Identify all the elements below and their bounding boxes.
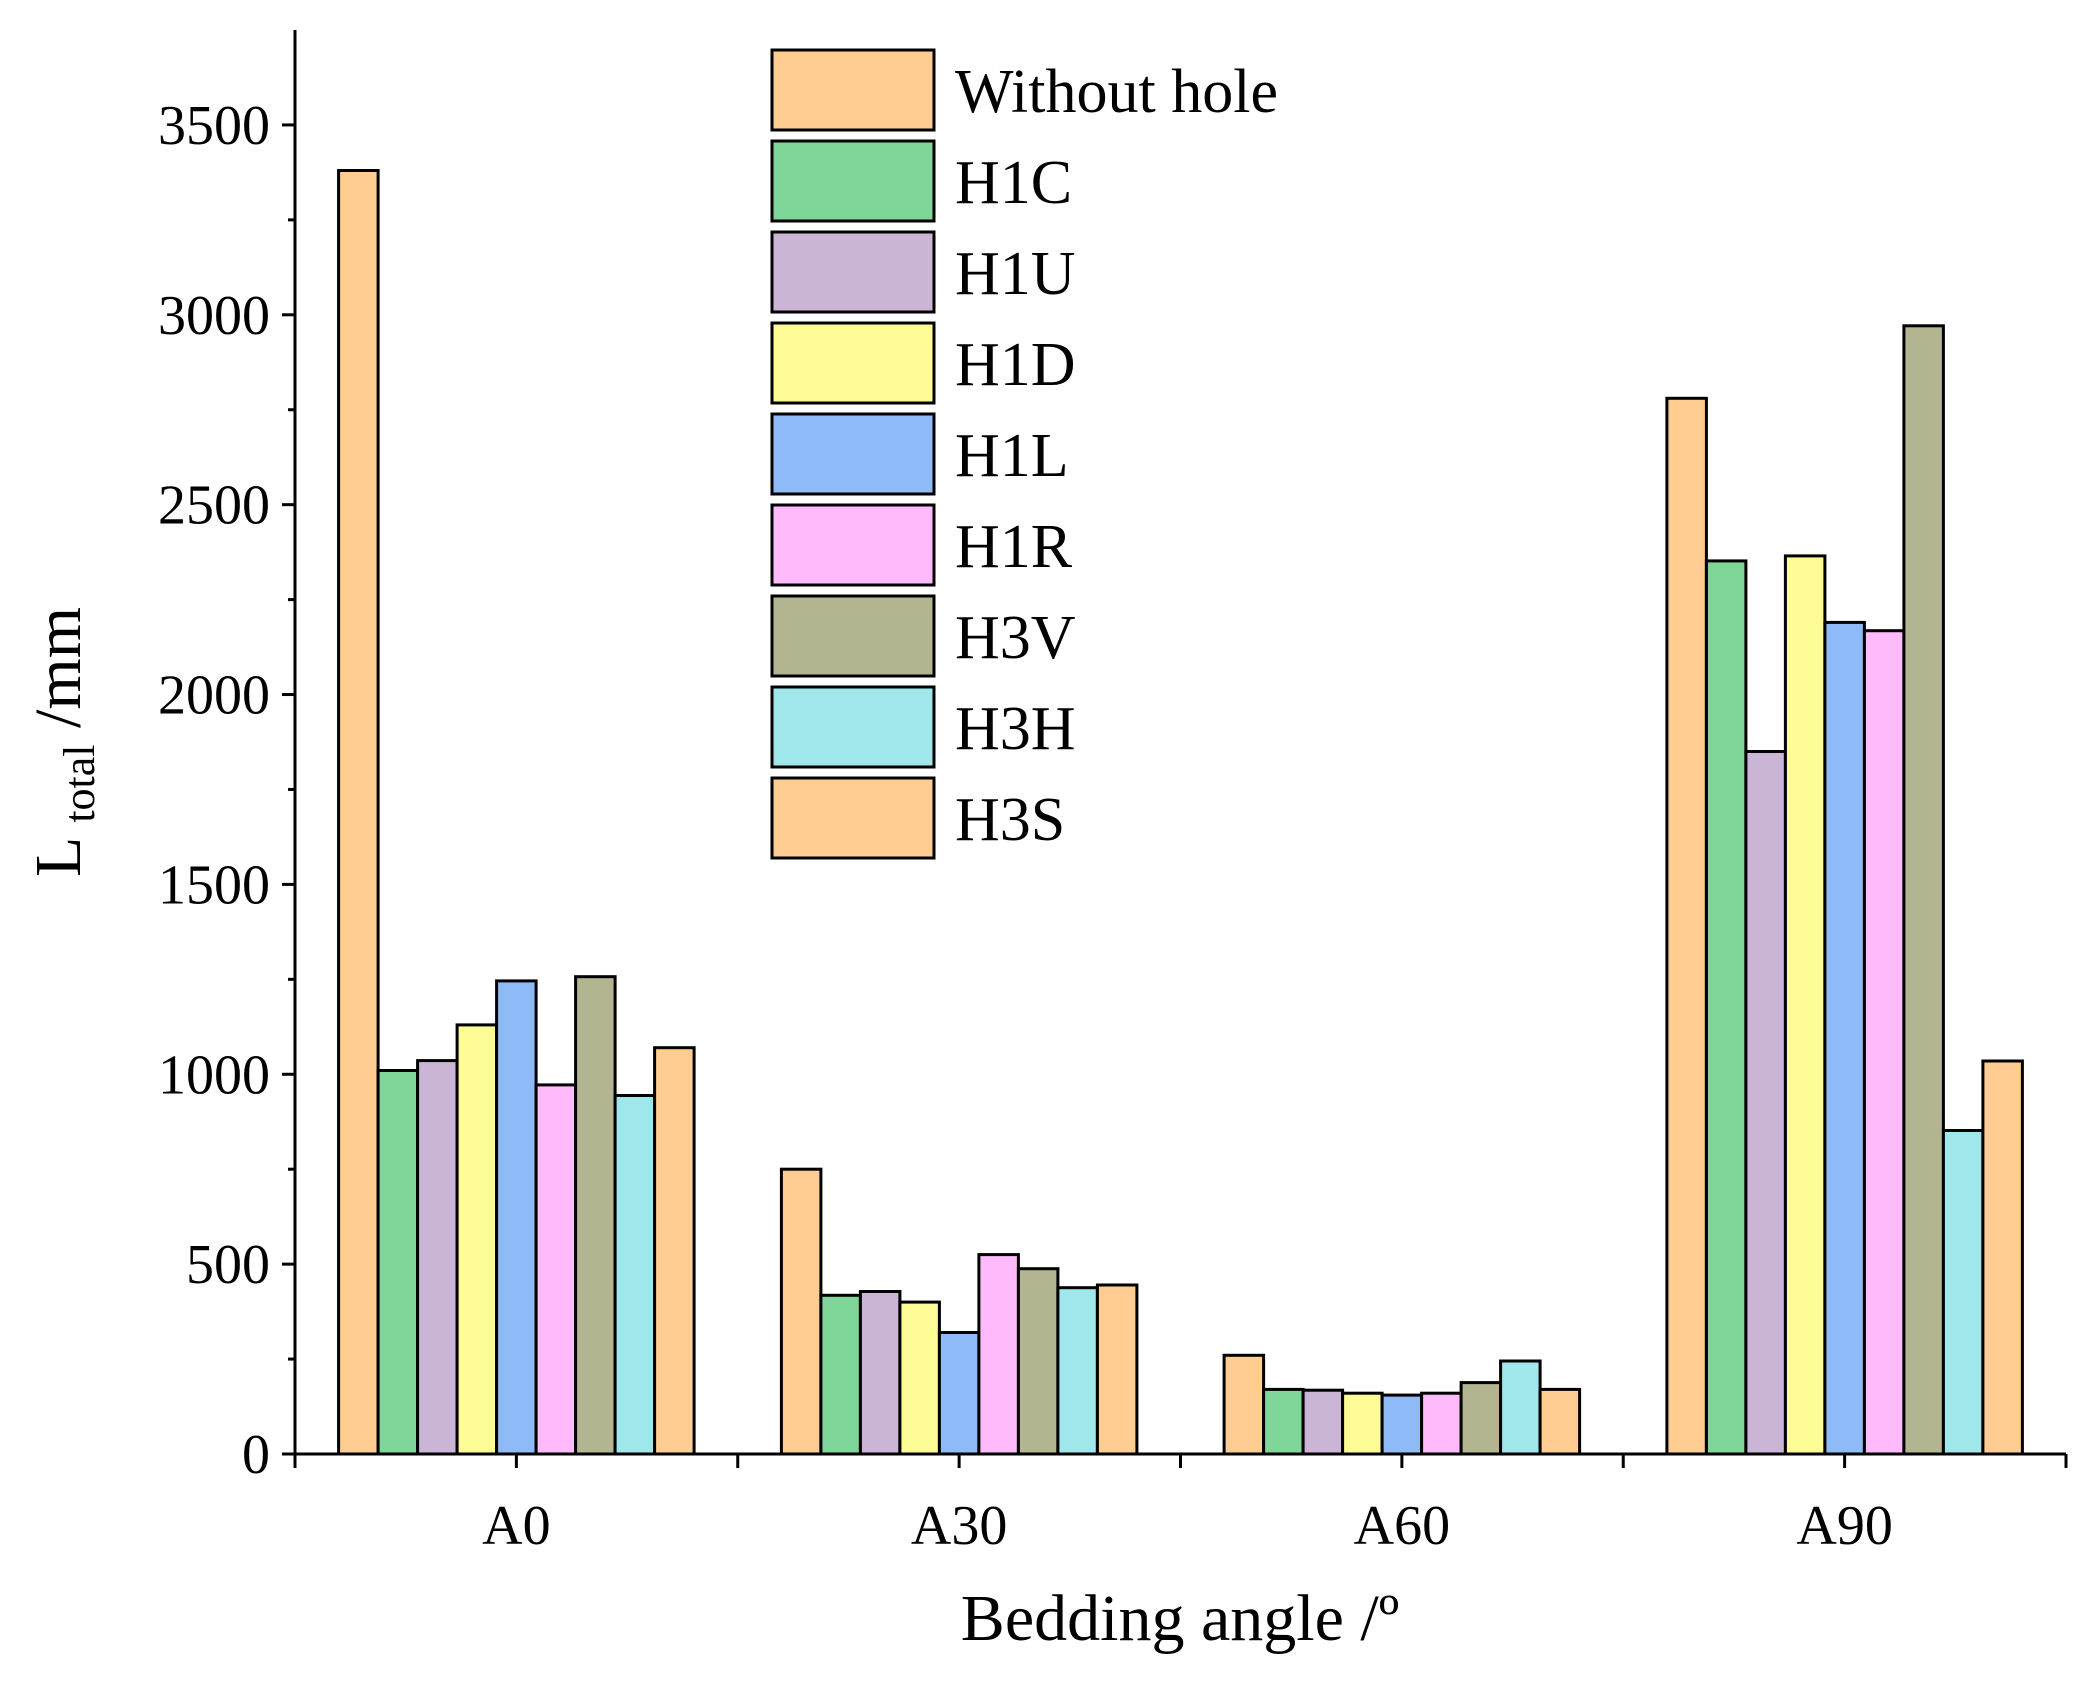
legend-swatch-h3v bbox=[770, 594, 936, 678]
x-tick-label-a60: A60 bbox=[1354, 1495, 1450, 1557]
legend-label-without-hole: Without hole bbox=[955, 58, 1278, 126]
bar-without-hole-a0 bbox=[337, 169, 380, 1456]
bar-h3v-a0 bbox=[574, 975, 617, 1456]
y-tick-label: 1500 bbox=[158, 854, 270, 916]
bar-h1r-a60 bbox=[1420, 1391, 1463, 1456]
legend: Without hole H1C H1U H1D H1L H1R H3V H3H H3S bbox=[770, 48, 1278, 860]
legend-label-h3s: H3S bbox=[955, 786, 1065, 854]
y-axis-title-main: L bbox=[22, 839, 95, 877]
legend-label-h3h: H3H bbox=[955, 695, 1076, 763]
bar-h1d-a0 bbox=[455, 1023, 499, 1456]
legend-swatch-h1d bbox=[770, 321, 936, 405]
bar-h1l-a60 bbox=[1380, 1393, 1424, 1456]
bar-h1c-a90 bbox=[1704, 559, 1748, 1456]
bar-h1r-a90 bbox=[1862, 629, 1906, 1456]
y-axis-title-unit: /mm bbox=[22, 607, 95, 728]
bar-h3s-a90 bbox=[1981, 1059, 2024, 1456]
bar-h1r-a30 bbox=[977, 1253, 1020, 1456]
bar-h1u-a90 bbox=[1744, 750, 1787, 1456]
bar-without-hole-a90 bbox=[1665, 396, 1708, 1456]
legend-label-h1r: H1R bbox=[955, 513, 1073, 581]
bar-h1l-a30 bbox=[937, 1331, 981, 1456]
x-tick-label-a0: A0 bbox=[482, 1495, 550, 1557]
bars-layer bbox=[337, 169, 2024, 1456]
legend-swatch-h3h bbox=[770, 685, 936, 769]
bar-h1d-a30 bbox=[898, 1300, 941, 1456]
bar-h1d-a60 bbox=[1341, 1391, 1384, 1456]
y-axis-title: L total /mm bbox=[22, 607, 109, 877]
bar-h1c-a0 bbox=[376, 1069, 420, 1456]
bar-h1u-a60 bbox=[1301, 1388, 1345, 1456]
bar-without-hole-a60 bbox=[1222, 1353, 1266, 1456]
bar-without-hole-a30 bbox=[779, 1167, 823, 1456]
y-tick-label: 2500 bbox=[158, 475, 270, 537]
bar-h1c-a30 bbox=[819, 1293, 862, 1456]
legend-label-h1u: H1U bbox=[955, 240, 1076, 308]
labels-layer: 0 500 1000 1500 2000 2500 3000 3500 A0 A30 A60 A90 bbox=[158, 95, 1893, 1557]
legend-label-h3v: H3V bbox=[955, 604, 1076, 672]
bar-h1l-a0 bbox=[495, 979, 538, 1456]
legend-label-h1d: H1D bbox=[955, 331, 1076, 399]
legend-swatch-h1u bbox=[770, 230, 936, 314]
bar-h3v-a60 bbox=[1459, 1381, 1503, 1456]
bar-h1u-a30 bbox=[858, 1290, 902, 1456]
bar-h1d-a90 bbox=[1783, 554, 1827, 1456]
bar-h1u-a0 bbox=[416, 1059, 459, 1456]
legend-label-h1c: H1C bbox=[955, 149, 1072, 217]
legend-label-h1l: H1L bbox=[955, 422, 1069, 490]
bar-h3s-a30 bbox=[1095, 1283, 1139, 1456]
legend-swatch-h1r bbox=[770, 503, 936, 587]
bar-h3h-a60 bbox=[1499, 1359, 1542, 1456]
y-tick-label: 3500 bbox=[158, 95, 270, 157]
legend-swatch-h1l bbox=[770, 412, 936, 496]
y-tick-label: 3000 bbox=[158, 285, 270, 347]
bar-h3h-a90 bbox=[1941, 1129, 1985, 1456]
y-tick-label: 0 bbox=[242, 1424, 270, 1486]
bar-h1c-a60 bbox=[1262, 1387, 1305, 1456]
bar-h3v-a30 bbox=[1016, 1267, 1060, 1456]
legend-swatch-h3s bbox=[770, 776, 936, 860]
legend-swatch-without-hole bbox=[770, 48, 936, 132]
y-tick-label: 2000 bbox=[158, 665, 270, 727]
y-tick-label: 1000 bbox=[158, 1044, 270, 1106]
bar-h1r-a0 bbox=[534, 1083, 578, 1456]
bar-h3h-a0 bbox=[613, 1094, 657, 1456]
y-axis-title-subscript: total bbox=[55, 744, 104, 822]
bar-h3s-a60 bbox=[1538, 1387, 1582, 1456]
bar-h3v-a90 bbox=[1902, 324, 1945, 1456]
x-tick-label-a90: A90 bbox=[1796, 1495, 1892, 1557]
x-tick-label-a30: A30 bbox=[911, 1495, 1007, 1557]
bar-h3s-a0 bbox=[653, 1046, 696, 1456]
x-axis-title: Bedding angle /º bbox=[961, 1582, 1399, 1655]
legend-swatch-h1c bbox=[770, 139, 936, 223]
y-tick-label: 500 bbox=[186, 1234, 270, 1296]
bar-h3h-a30 bbox=[1056, 1286, 1099, 1456]
bar-h1l-a90 bbox=[1823, 620, 1866, 1456]
ticks-layer bbox=[282, 123, 2068, 1468]
